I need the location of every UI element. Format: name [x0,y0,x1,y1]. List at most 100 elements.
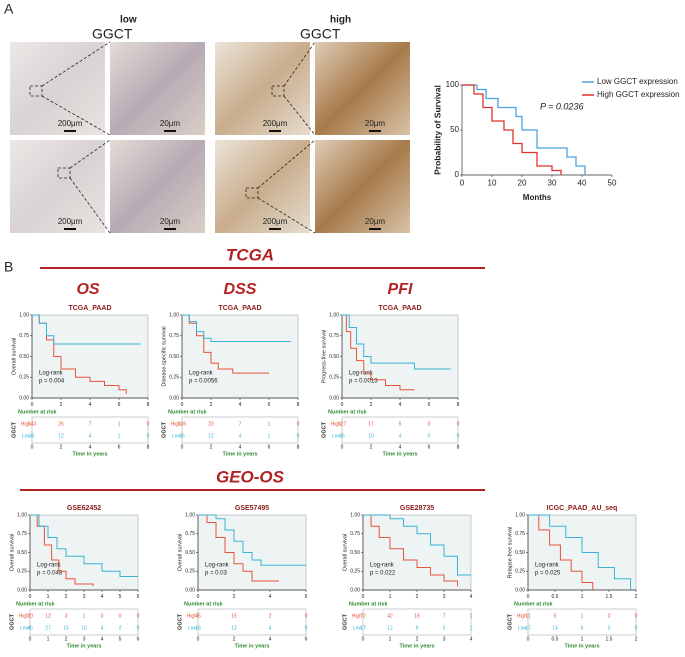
x-tick-label: 50 [608,179,617,188]
subtitle: PFI [388,281,413,298]
x-axis-label: Months [523,193,552,202]
chart-title: TCGA_PAAD [378,305,421,312]
risk-x-tick-label: 4 [239,444,242,450]
risk-x-tick-label: 4 [470,636,473,642]
risk-table [181,416,299,444]
plot-background [31,314,149,399]
risk-count: 7 [443,613,446,619]
x-tick-label: 6 [268,402,271,408]
y-tick-label: 0.25 [169,375,179,381]
risk-count: 35 [179,433,185,439]
chart-title: GSE28735 [400,505,434,512]
risk-count: 2 [269,613,272,619]
risk-count: 4 [239,433,242,439]
risk-count: 5 [399,421,402,427]
risk-group: GGCT [342,613,348,630]
survival-curve [342,314,451,370]
risk-x-tick-label: 0 [31,444,34,450]
group-label: low [120,15,137,26]
x-tick-label: 2 [233,594,236,600]
risk-count: 18 [195,625,201,631]
y-tick-label: 0.75 [515,531,525,537]
annotation: p = 0.004 [39,379,65,385]
risk-count: 1 [470,613,473,619]
risk-count: 4 [89,433,92,439]
y-tick-label: 0.50 [515,550,525,556]
risk-x-tick-label: 5 [119,636,122,642]
scale-label: 20μm [365,119,386,128]
risk-count: 136 [178,421,187,427]
y-tick-label: 0.25 [329,375,339,381]
section-title: TCGA [226,245,274,264]
risk-count: 10 [81,625,87,631]
survival-curve [462,84,562,175]
image [215,42,310,135]
scale-label: 20μm [160,119,181,128]
risk-count: 3 [608,625,611,631]
risk-count: 15 [63,625,69,631]
plot-background [341,314,459,399]
risk-count: 0 [635,613,638,619]
y-axis-label: Overall survival [11,338,17,376]
risk-group: GGCT [321,421,327,438]
risk-count: 0 [137,613,140,619]
risk-count: 14 [552,625,558,631]
risk-count: 17 [368,421,374,427]
annotation: p = 0.022 [370,571,396,577]
risk-row-label: High [21,421,32,427]
x-tick-label: 6 [428,402,431,408]
x-tick-label: 1 [581,594,584,600]
y-tick-label: 100 [446,80,460,89]
y-tick-label: 0.00 [515,587,525,593]
y-tick-label: 0.00 [19,395,29,401]
y-tick-label: 0.25 [17,569,27,575]
risk-row-label: Low [22,433,32,439]
y-axis-label: Overall survival [9,534,15,572]
x-tick-label: 3 [83,594,86,600]
risk-count: 3 [65,613,68,619]
survival-curve [32,314,141,345]
x-tick-label: 40 [578,179,587,188]
survival-curve [30,514,138,577]
survival-curve [528,514,594,590]
risk-count: 27 [45,625,51,631]
risk-count: 12 [58,433,64,439]
risk-group: GGCT [507,613,513,630]
risk-x-tick-label: 2 [60,444,63,450]
risk-row-label: Low [172,433,182,439]
risk-count: 0 [608,613,611,619]
x-tick-label: 0 [341,402,344,408]
y-tick-label: 1.00 [185,512,195,518]
y-tick-label: 0.25 [350,569,360,575]
annotation: Log-rank [205,563,230,569]
x-tick-label: 1 [389,594,392,600]
y-axis-label: Probability of Survival [432,85,442,175]
y-tick-label: 0.00 [17,587,27,593]
scale-label: 20μm [365,217,386,226]
risk-row-label: High [171,421,182,427]
y-axis-label: Relapse-free survival [507,527,513,579]
y-tick-label: 0.50 [19,354,29,360]
chart-title: TCGA_PAAD [68,305,111,312]
risk-count: 9 [416,625,419,631]
survival-curve [528,514,632,590]
risk-x-tick-label: 1 [47,636,50,642]
survival-curve [363,514,458,587]
annotation: Log-rank [39,371,64,377]
risk-title: Number at risk [514,601,553,607]
risk-count: 0 [297,421,300,427]
y-tick-label: 1.00 [350,512,360,518]
panel-letter: B [4,259,13,275]
gene-label: GGCT [92,26,133,42]
panel-letter: A [4,1,14,17]
risk-count: 20 [27,613,33,619]
y-axis-label: Overall survival [177,534,183,572]
risk-count: 7 [239,421,242,427]
x-tick-label: 2 [370,402,373,408]
risk-count: 0 [147,433,150,439]
x-axis-label: Time in years [234,643,269,649]
risk-row-label: Low [20,625,30,631]
annotation: Log-rank [370,563,395,569]
risk-x-tick-label: 2 [65,636,68,642]
risk-count: 12 [387,625,393,631]
